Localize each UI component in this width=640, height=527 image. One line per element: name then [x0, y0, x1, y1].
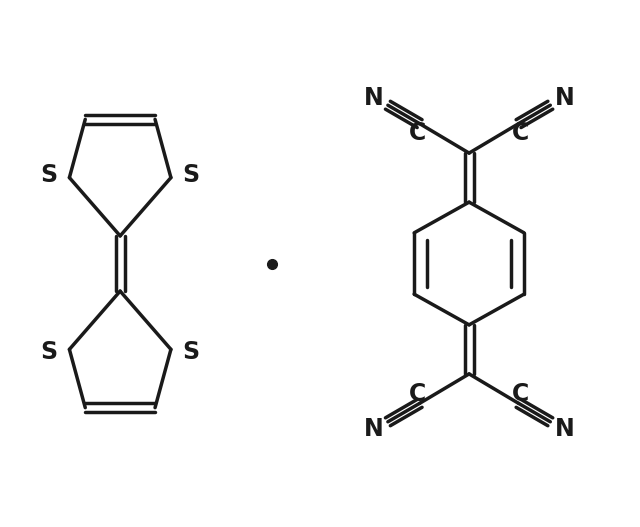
Text: C: C [512, 121, 529, 145]
Text: N: N [364, 86, 384, 110]
Text: S: S [182, 162, 200, 187]
Text: N: N [554, 86, 574, 110]
Text: C: C [409, 121, 426, 145]
Text: N: N [554, 417, 574, 441]
Text: S: S [40, 162, 58, 187]
Text: S: S [40, 340, 58, 365]
Text: N: N [364, 417, 384, 441]
Text: S: S [182, 340, 200, 365]
Text: C: C [409, 382, 426, 406]
Text: C: C [512, 382, 529, 406]
